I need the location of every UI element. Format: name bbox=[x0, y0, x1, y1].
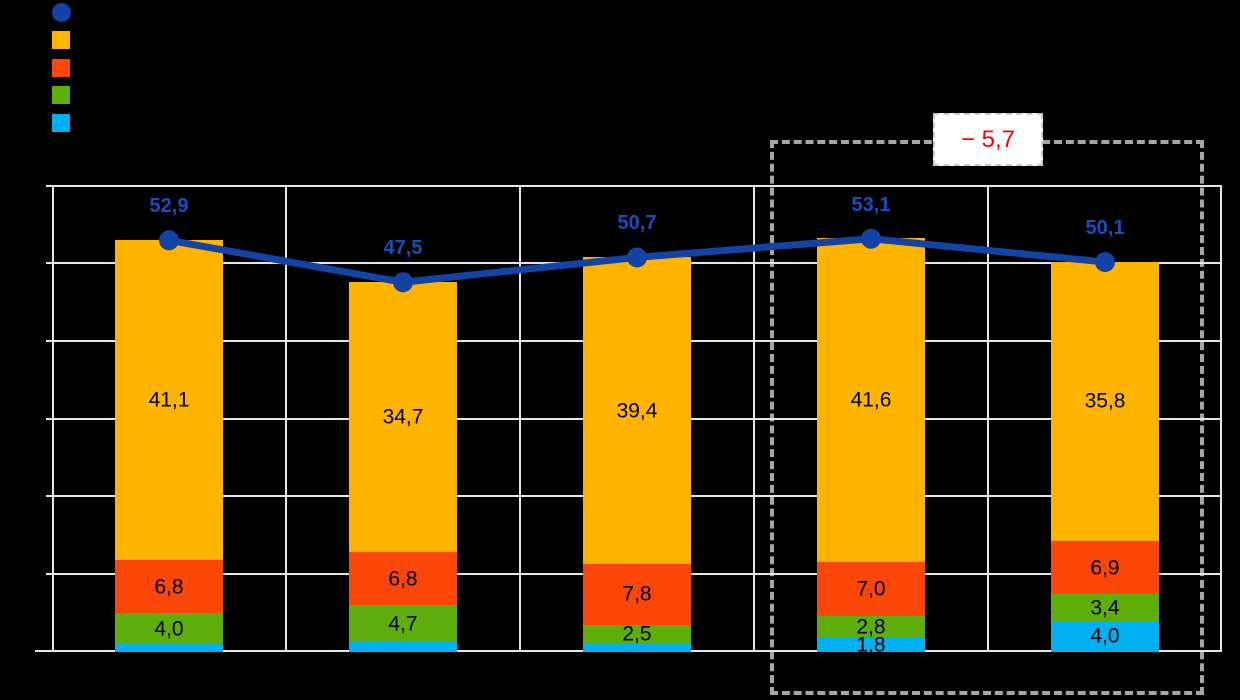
bar-segment-orange bbox=[817, 237, 925, 562]
bar-segment-cyan bbox=[115, 644, 223, 652]
line-value-label: 52,9 bbox=[149, 195, 189, 218]
bar-segment-label: 41,6 bbox=[850, 388, 892, 412]
bar-segment-cyan bbox=[583, 644, 691, 652]
bar-segment-orange bbox=[349, 282, 457, 553]
bar-segment-label: 2,5 bbox=[622, 622, 652, 646]
bar-segment-green bbox=[817, 616, 925, 638]
gridline-vertical bbox=[285, 185, 287, 652]
legend-item-orange-series bbox=[52, 31, 80, 50]
legend-swatch-cyan-series bbox=[52, 113, 70, 132]
bar-segment-cyan bbox=[817, 637, 925, 652]
bar-segment-red bbox=[115, 560, 223, 614]
gridline-vertical bbox=[987, 185, 989, 652]
bar-segment-label: 6,8 bbox=[388, 567, 418, 591]
gridline-vertical bbox=[753, 185, 755, 652]
bar-segment-green bbox=[349, 605, 457, 642]
bar-segment-label: 2,8 bbox=[856, 615, 886, 639]
axis-tick bbox=[46, 418, 52, 420]
bar-segment-label: 1,8 bbox=[856, 633, 886, 657]
axis-tick bbox=[46, 573, 52, 575]
bar-segment-label: 7,0 bbox=[856, 577, 886, 601]
bar-segment-label: 7,8 bbox=[622, 582, 652, 606]
line-value-label: 50,7 bbox=[617, 212, 657, 235]
bar-segment-label: 4,0 bbox=[154, 617, 184, 641]
line-value-label: 53,1 bbox=[851, 193, 891, 216]
gridline-vertical bbox=[52, 185, 54, 652]
legend-item-cyan-series bbox=[52, 113, 80, 132]
annotation-box: − 5,7 bbox=[933, 113, 1043, 166]
line-value-label: 47,5 bbox=[383, 237, 423, 260]
bar-segment-orange bbox=[115, 240, 223, 561]
bar-segment-red bbox=[1051, 540, 1159, 595]
legend-item-green-series bbox=[52, 86, 80, 105]
bar-segment-cyan bbox=[1051, 620, 1159, 652]
bar-segment-red bbox=[349, 552, 457, 606]
bar-segment-label: 41,1 bbox=[148, 388, 190, 412]
gridline-vertical bbox=[1220, 185, 1222, 652]
axis-tick bbox=[35, 650, 52, 652]
legend-item-red-series bbox=[52, 58, 80, 77]
bar-segment-label: 3,4 bbox=[1090, 596, 1120, 620]
legend-swatch-green-series bbox=[52, 86, 70, 104]
legend-swatch-total-line bbox=[52, 3, 71, 22]
bar-segment-green bbox=[583, 624, 691, 645]
annotation-label: − 5,7 bbox=[960, 125, 1016, 153]
legend-swatch-red-series bbox=[52, 58, 70, 77]
bar-segment-orange bbox=[1051, 262, 1159, 541]
bar-segment-cyan bbox=[349, 641, 457, 652]
bar-segment-green bbox=[1051, 594, 1159, 621]
axis-tick bbox=[46, 262, 52, 264]
gridline-vertical bbox=[519, 185, 521, 652]
bar-segment-label: 6,9 bbox=[1090, 556, 1120, 580]
bar-segment-label: 35,8 bbox=[1084, 389, 1126, 413]
bar-segment-red bbox=[817, 561, 925, 617]
bar-segment-green bbox=[115, 613, 223, 645]
bar-segment-label: 39,4 bbox=[616, 399, 658, 423]
bar-segment-label: 4,0 bbox=[1090, 624, 1120, 648]
bar-segment-label: 4,7 bbox=[388, 612, 418, 636]
legend-item-total-line bbox=[52, 3, 81, 22]
line-value-label: 50,1 bbox=[1085, 217, 1125, 240]
bar-segment-label: 34,7 bbox=[382, 405, 424, 429]
bar-segment-label: 6,8 bbox=[154, 575, 184, 599]
axis-tick bbox=[46, 185, 52, 187]
axis-tick bbox=[46, 340, 52, 342]
plot-area: 4,0 6,8 41,1 4,7 6,8 34,7 2,5 7,8 39,4 1,8 2,8 7,0 4… bbox=[35, 185, 1222, 657]
chart-legend bbox=[52, 0, 452, 140]
bar-segment-red bbox=[583, 564, 691, 625]
legend-swatch-orange-series bbox=[52, 31, 70, 49]
axis-tick bbox=[46, 495, 52, 497]
bar-segment-orange bbox=[583, 257, 691, 565]
gridline-horizontal bbox=[52, 185, 1222, 187]
